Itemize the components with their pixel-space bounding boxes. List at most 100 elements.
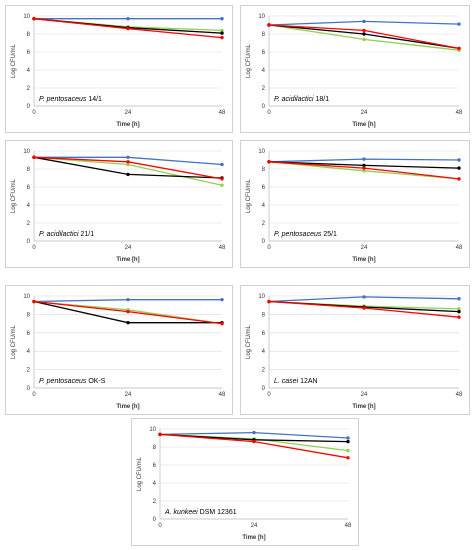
data-point	[126, 26, 130, 31]
y-tick-label: 8	[262, 312, 266, 318]
chart-panel-3: 0 2 4 6 8 10 0 24 48 Time [h] Log CFU/mL P. acidila…	[5, 140, 233, 268]
species-strain: 18/1	[316, 96, 330, 103]
y-axis-label: Log CFU/mL	[246, 324, 252, 359]
data-point	[362, 295, 366, 299]
x-tick-label: 24	[125, 392, 132, 398]
species-label: A. kunkeei DSM 12361	[164, 509, 237, 516]
data-point	[126, 155, 130, 159]
y-tick-label: 2	[262, 221, 266, 227]
data-point	[362, 306, 366, 310]
y-tick-label: 10	[23, 294, 30, 300]
data-point	[457, 315, 461, 319]
x-tick-label: 0	[32, 392, 36, 398]
y-tick-label: 8	[153, 445, 157, 451]
species-genus: P. pentosaceus	[39, 96, 87, 103]
y-tick-label: 10	[149, 427, 156, 433]
species-label: P. pentosaceus OK-S	[39, 378, 106, 385]
data-point	[362, 19, 366, 24]
data-point	[220, 28, 224, 33]
species-strain: 14/1	[88, 96, 102, 103]
data-point	[362, 32, 366, 36]
y-tick-label: 4	[27, 68, 31, 74]
species-strain: 25/1	[323, 231, 337, 238]
y-tick-label: 10	[23, 14, 30, 20]
data-point	[252, 430, 256, 435]
y-tick-label: 10	[258, 294, 265, 300]
data-point	[346, 456, 350, 460]
chart-panel-5: 0 2 4 6 8 10 0 24 48 Time [h] Log CFU/mL P. pentosa…	[5, 285, 233, 415]
y-tick-label: 4	[27, 349, 31, 355]
data-point	[457, 166, 461, 170]
data-point	[362, 169, 366, 173]
species-label: P. pentosaceus 25/1	[274, 231, 337, 238]
data-point	[126, 172, 130, 177]
data-point	[362, 157, 366, 161]
y-axis-label: Log CFU/mL	[246, 178, 252, 213]
y-tick-label: 8	[27, 167, 31, 173]
y-tick-label: 4	[153, 481, 157, 487]
data-point	[220, 177, 224, 181]
y-tick-label: 0	[27, 239, 31, 245]
chart-panel-6: 0 2 4 6 8 10 0 24 48 Time [h] Log CFU/mL L. casei 1…	[240, 285, 470, 415]
data-point	[220, 31, 224, 35]
species-genus: P. acidilactici	[274, 96, 314, 103]
y-tick-label: 2	[27, 368, 31, 374]
y-tick-label: 6	[262, 50, 266, 56]
x-tick-label: 24	[361, 110, 368, 116]
chart-panel-4: 0 2 4 6 8 10 0 24 48 Time [h] Log CFU/mL P. pentosa…	[240, 140, 470, 268]
x-axis-label: Time [h]	[352, 257, 375, 263]
y-axis-label: Log CFU/mL	[11, 43, 17, 78]
y-tick-label: 4	[262, 68, 266, 74]
y-tick-label: 2	[27, 86, 31, 92]
x-axis-label: Time [h]	[116, 122, 139, 128]
y-axis-label: Log CFU/mL	[246, 43, 252, 78]
x-tick-label: 0	[32, 110, 36, 116]
y-tick-label: 10	[258, 149, 265, 155]
y-tick-label: 2	[27, 221, 31, 227]
y-tick-label: 8	[262, 167, 266, 173]
y-tick-label: 8	[27, 32, 31, 38]
x-tick-label: 48	[219, 392, 226, 398]
y-tick-label: 6	[27, 50, 31, 56]
chart-panel-2: 0 2 4 6 8 10 0 24 48 Time [h] Log CFU/mL P. acidila…	[240, 5, 470, 133]
chart-panel-7: 0 2 4 6 8 10 0 24 48 Time [h] Log CFU/mL A. kunkeei…	[131, 418, 359, 546]
y-tick-label: 4	[262, 203, 266, 209]
y-axis-label: Log CFU/mL	[11, 178, 17, 213]
y-axis-label: Log CFU/mL	[137, 456, 143, 491]
species-strain: 12AN	[300, 378, 318, 385]
species-strain: DSM 12361	[200, 509, 237, 516]
x-tick-label: 24	[251, 523, 258, 529]
y-tick-label: 8	[262, 32, 266, 38]
x-tick-label: 0	[267, 392, 271, 398]
data-point	[362, 28, 366, 33]
species-genus: P. pentosaceus	[274, 231, 322, 238]
y-tick-label: 6	[27, 331, 31, 337]
y-tick-label: 10	[23, 149, 30, 155]
y-tick-label: 0	[262, 386, 266, 392]
data-point	[346, 436, 350, 440]
y-tick-label: 4	[27, 203, 31, 209]
data-point	[126, 309, 130, 314]
y-tick-label: 2	[153, 499, 157, 505]
data-point	[267, 299, 271, 304]
data-point	[220, 183, 224, 187]
x-tick-label: 48	[456, 245, 463, 251]
data-point	[126, 160, 130, 164]
data-point	[457, 46, 461, 51]
x-tick-label: 48	[456, 392, 463, 398]
x-tick-label: 0	[158, 523, 162, 529]
y-tick-label: 0	[262, 104, 266, 110]
y-tick-label: 10	[258, 14, 265, 20]
data-point	[457, 309, 461, 314]
species-genus: A. kunkeei	[164, 509, 198, 516]
data-point	[126, 17, 130, 21]
x-tick-label: 24	[361, 392, 368, 398]
x-axis-label: Time [h]	[352, 122, 375, 128]
y-tick-label: 2	[262, 86, 266, 92]
x-tick-label: 48	[219, 245, 226, 251]
